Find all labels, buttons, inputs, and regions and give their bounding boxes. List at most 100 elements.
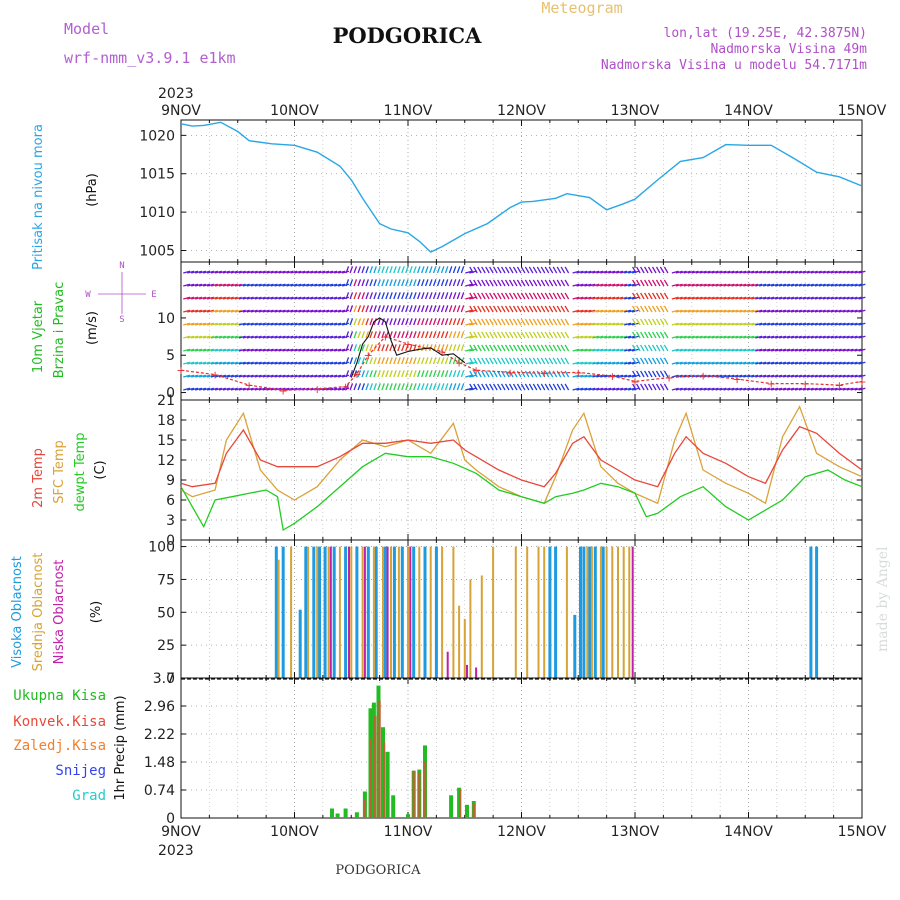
temp2m-line bbox=[180, 425, 863, 488]
wind-barb bbox=[778, 361, 787, 365]
wind-barb bbox=[191, 296, 199, 300]
precip-total-bar bbox=[406, 814, 410, 818]
wind-barb bbox=[715, 322, 723, 326]
wind-barb bbox=[302, 270, 310, 274]
wind-barb bbox=[477, 357, 482, 365]
wind-barb bbox=[512, 305, 518, 313]
wind-barb bbox=[830, 348, 838, 352]
wind-barb bbox=[644, 292, 649, 300]
wind-barb bbox=[636, 292, 641, 300]
wind-barb bbox=[242, 322, 250, 326]
wind-barb bbox=[206, 387, 215, 391]
cloud-bar bbox=[628, 546, 631, 678]
wind-barb bbox=[616, 335, 624, 339]
wind-barb bbox=[544, 331, 550, 339]
wind-barb bbox=[440, 344, 445, 352]
top-x-tick-labels: 9NOV 10NOV 11NOV 12NOV 13NOV 14NOV 15NOV bbox=[161, 103, 887, 119]
wind-barb bbox=[759, 361, 767, 365]
wind-barb bbox=[536, 305, 542, 313]
wind-barb bbox=[377, 370, 381, 378]
wind-barb bbox=[636, 318, 641, 326]
wind-barb bbox=[338, 270, 346, 274]
wind-barb bbox=[576, 348, 584, 352]
wind-barb bbox=[810, 387, 818, 391]
wind-barb bbox=[675, 335, 683, 339]
wind-barb bbox=[294, 283, 302, 287]
wind-barb bbox=[850, 348, 858, 352]
compass-e: E bbox=[151, 290, 156, 300]
wind-barb bbox=[723, 387, 731, 391]
wind-barb bbox=[361, 318, 366, 326]
wind-barb bbox=[675, 322, 683, 326]
wind-barb bbox=[679, 296, 687, 300]
wind-barb bbox=[222, 361, 230, 365]
y-tick-label: 1015 bbox=[139, 167, 175, 183]
wind-barb bbox=[600, 374, 608, 378]
cloud-bar bbox=[338, 546, 341, 678]
wind-speed-marker: + bbox=[352, 368, 361, 381]
wind-barb bbox=[520, 305, 526, 313]
cloud-bar bbox=[355, 546, 359, 678]
wind-barb bbox=[349, 331, 354, 339]
wind-barb bbox=[687, 270, 695, 274]
wind-barb bbox=[469, 331, 474, 339]
wind-barb bbox=[596, 283, 604, 287]
wind-barb bbox=[747, 361, 755, 365]
wind-barb bbox=[310, 283, 318, 287]
wind-barb bbox=[671, 361, 679, 365]
wind-speed-marker: + bbox=[279, 384, 288, 397]
wind-barb bbox=[282, 361, 290, 365]
wind-barb bbox=[715, 296, 723, 300]
wind-barb bbox=[608, 283, 616, 287]
wind-barb bbox=[691, 361, 699, 365]
wind-barb bbox=[580, 335, 588, 339]
wind-barb bbox=[806, 309, 814, 313]
wind-barb bbox=[417, 279, 421, 287]
wind-barb bbox=[469, 357, 474, 365]
wind-barb bbox=[691, 309, 699, 313]
cloud-bar bbox=[573, 614, 577, 678]
wind-barb bbox=[508, 305, 514, 313]
wind-barb bbox=[671, 322, 679, 326]
wind-barb bbox=[218, 270, 226, 274]
elevation-label: Nadmorska Visina 49m bbox=[710, 42, 867, 57]
wind-barb bbox=[854, 361, 862, 365]
wind-barb bbox=[254, 309, 262, 313]
wind-barb bbox=[516, 370, 522, 378]
y-tick-label: 6 bbox=[166, 493, 175, 509]
wind-barb bbox=[655, 279, 661, 287]
wind-barb bbox=[739, 374, 747, 378]
wind-barb bbox=[536, 357, 542, 365]
wind-barb bbox=[620, 374, 628, 378]
wind-barb bbox=[444, 383, 449, 391]
wind-barb bbox=[814, 322, 822, 326]
wind-barb bbox=[632, 370, 637, 378]
wind-barb bbox=[552, 292, 558, 300]
wind-barb bbox=[290, 322, 298, 326]
y-tick-label: 1010 bbox=[139, 205, 175, 221]
cloud-bar bbox=[582, 546, 586, 678]
cloud-bar bbox=[537, 546, 540, 678]
wind-barb bbox=[353, 292, 358, 300]
wind-barb bbox=[440, 357, 445, 365]
wind-barb bbox=[588, 270, 596, 274]
wind-barb bbox=[846, 309, 854, 313]
wind-barb bbox=[528, 318, 534, 326]
cloud-bar bbox=[407, 546, 409, 678]
wind-barb bbox=[440, 318, 445, 326]
wind-barb bbox=[620, 270, 628, 274]
wind-barb bbox=[556, 357, 562, 365]
wind-barb bbox=[222, 296, 230, 300]
wind-barb bbox=[440, 331, 445, 339]
wind-barb bbox=[747, 283, 755, 287]
wind-barb bbox=[322, 322, 330, 326]
wind-barb bbox=[604, 283, 612, 287]
wind-barb bbox=[723, 348, 731, 352]
wind-barb bbox=[687, 387, 695, 391]
wind-barb bbox=[242, 361, 250, 365]
wind-barb bbox=[282, 270, 290, 274]
wind-barb bbox=[711, 387, 719, 391]
wind-barb bbox=[806, 270, 814, 274]
cloud-bar bbox=[611, 546, 614, 678]
wind-barb bbox=[826, 296, 834, 300]
